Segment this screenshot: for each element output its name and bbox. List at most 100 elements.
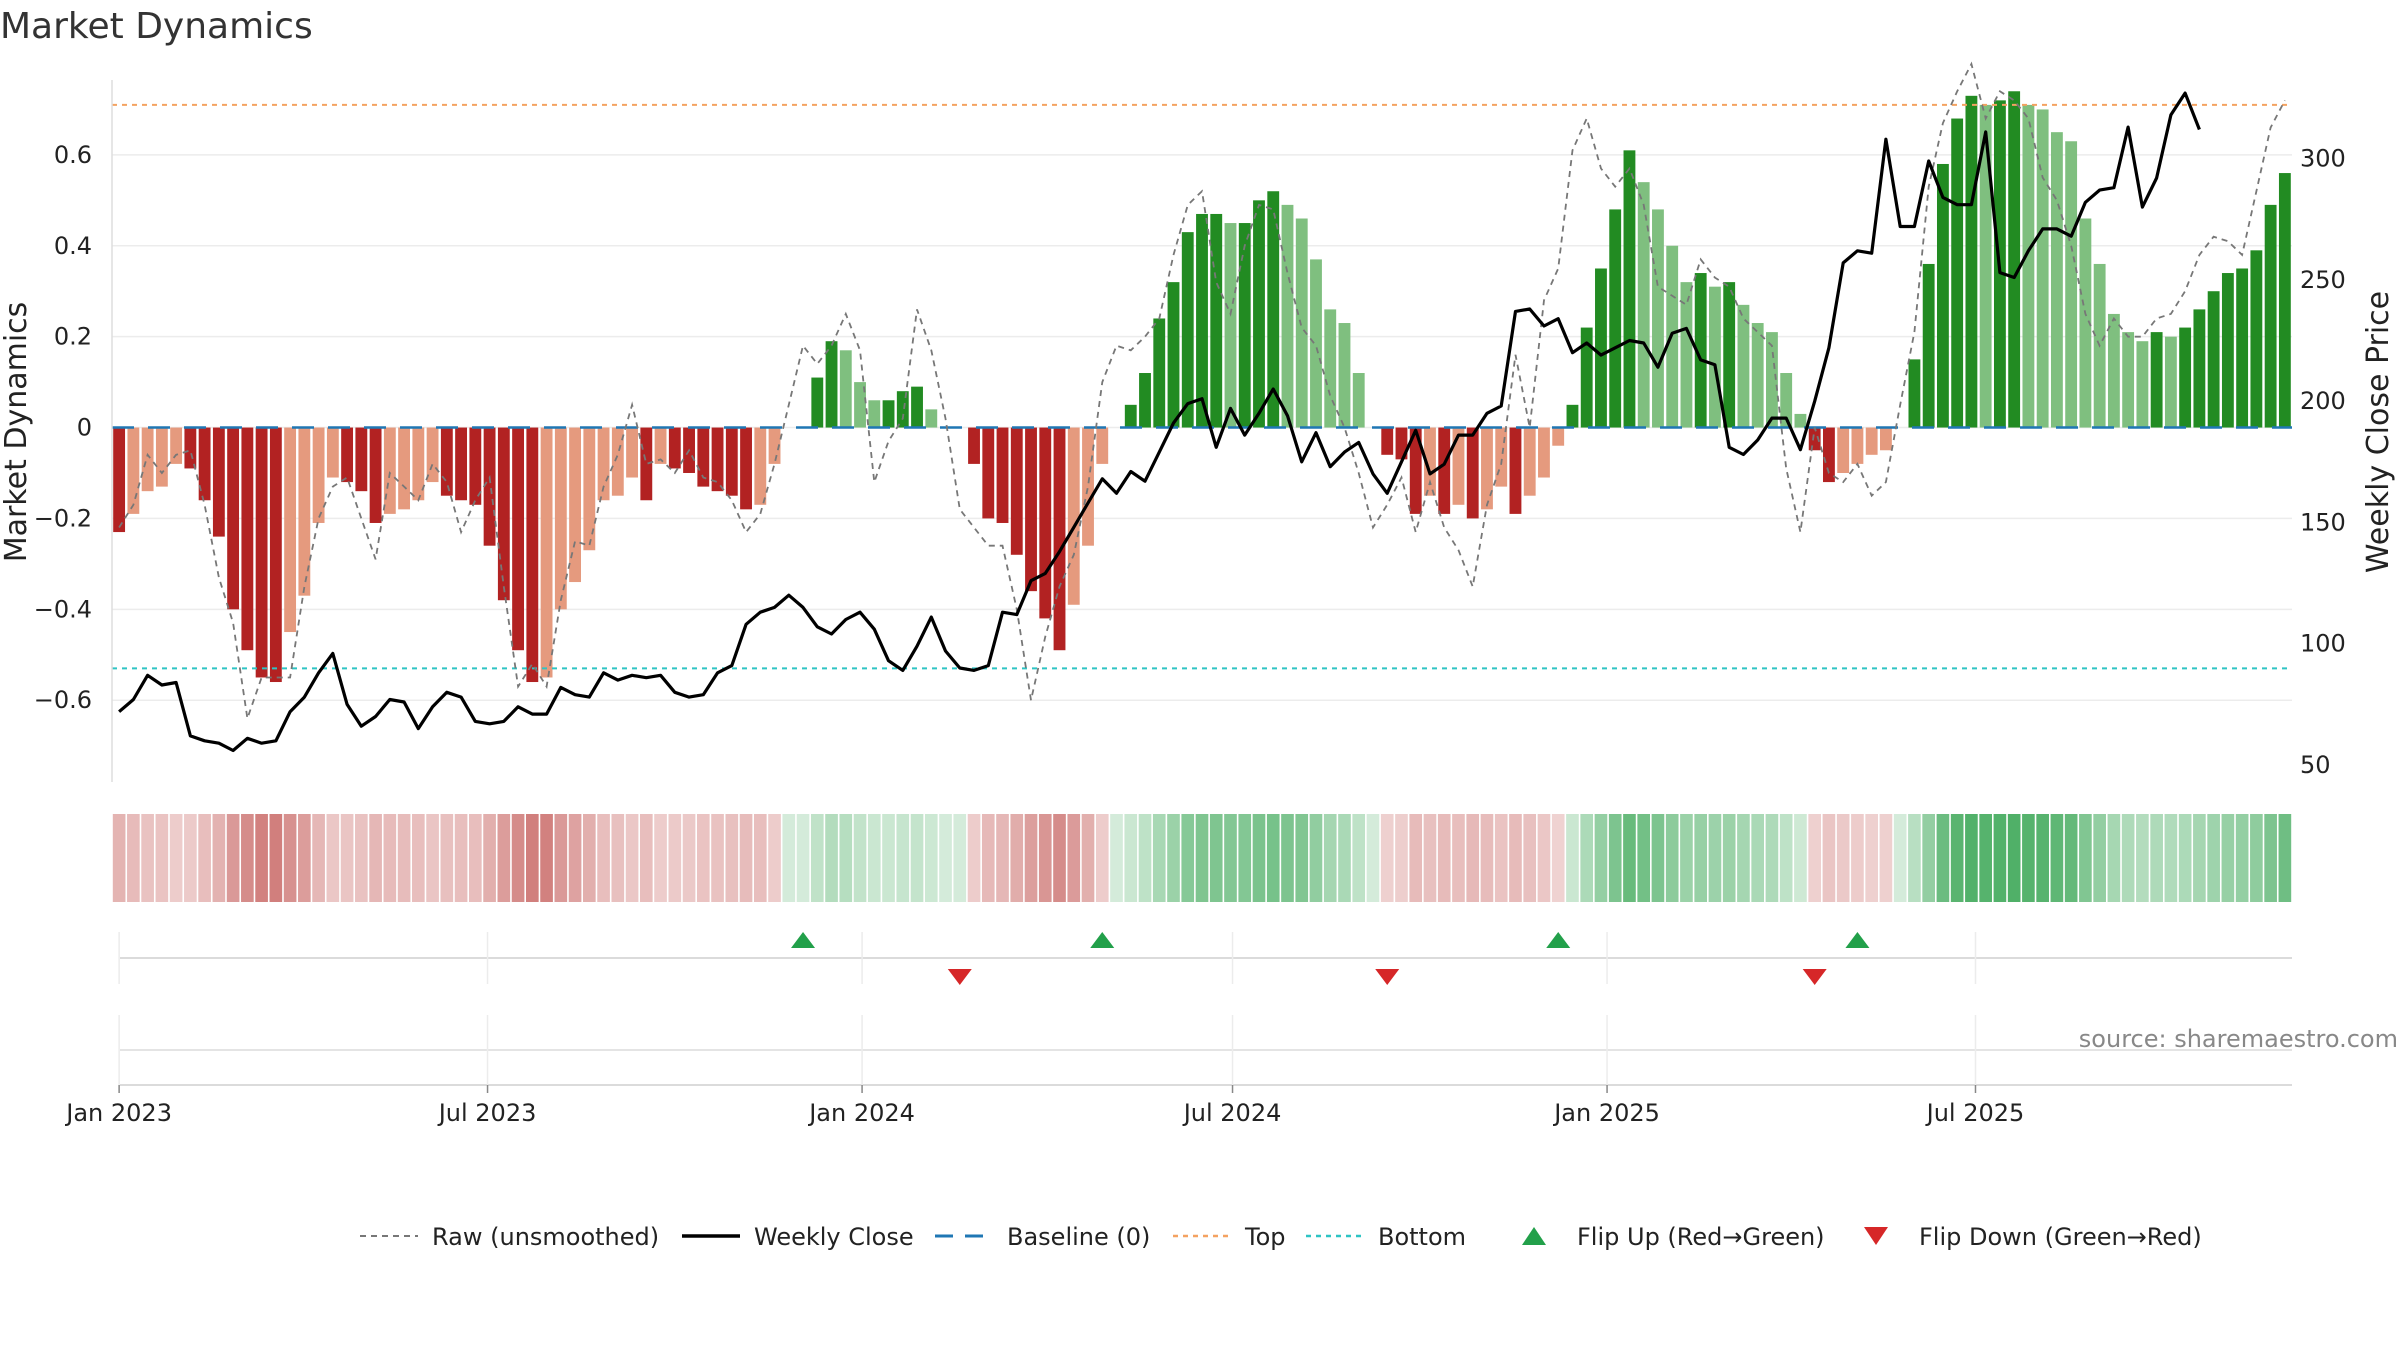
heat-cell: [967, 814, 981, 902]
heat-cell: [597, 814, 610, 902]
momentum-bar: [1609, 209, 1622, 428]
heat-cell: [611, 814, 625, 902]
heat-cell: [768, 814, 781, 902]
chart-title: Market Dynamics: [0, 6, 313, 47]
momentum-bar: [1879, 427, 1892, 451]
heat-cell: [996, 814, 1009, 902]
momentum-bar: [1837, 427, 1850, 473]
legend-label: Top: [1244, 1223, 1286, 1251]
heat-cell: [1494, 814, 1508, 902]
heat-cell: [1950, 814, 1964, 902]
momentum-bar: [654, 427, 667, 464]
y2-tick-label: 250: [2300, 266, 2346, 294]
momentum-bar: [2122, 332, 2135, 428]
source-note: source: sharemaestro.com: [2079, 1025, 2398, 1053]
momentum-bar: [1865, 427, 1878, 455]
momentum-bar: [341, 427, 354, 483]
momentum-bar: [440, 427, 453, 496]
series-lines: [118, 61, 2286, 753]
heat-cell: [2050, 814, 2064, 902]
heat-cell: [2164, 814, 2178, 902]
heat-cell: [1423, 814, 1437, 902]
momentum-bar: [697, 427, 710, 487]
heat-cell: [1295, 814, 1309, 902]
heat-cell: [2022, 814, 2035, 902]
momentum-bar: [184, 427, 197, 469]
heat-cell: [582, 814, 596, 902]
momentum-bar: [2250, 250, 2263, 428]
strength-heat-strip: [112, 814, 2292, 902]
momentum-bar: [198, 427, 211, 501]
heat-cell: [1808, 814, 1822, 902]
momentum-bar: [1766, 332, 1778, 428]
reference-lines: [112, 103, 2292, 670]
momentum-bar: [1010, 427, 1023, 555]
heat-cell: [853, 814, 867, 902]
heat-cell: [340, 814, 354, 902]
heat-cell: [511, 814, 525, 902]
flip-down-marker: [1375, 969, 1400, 985]
heat-cell: [1665, 814, 1679, 902]
heat-cell: [2193, 814, 2206, 902]
momentum-bar: [768, 427, 781, 464]
heat-cell: [1338, 814, 1351, 902]
legend-item-baseline: Baseline (0): [935, 1223, 1150, 1251]
heat-cell: [2064, 814, 2078, 902]
heat-cell: [169, 814, 183, 902]
momentum-bar: [2150, 332, 2163, 428]
momentum-bar: [1181, 232, 1194, 428]
momentum-bar: [1552, 427, 1565, 446]
momentum-bar: [227, 427, 240, 610]
axes: −0.6 −0.4 −0.2 0 0.2 0.4 0.6 50 100 150 200 250 300 J…: [34, 80, 2346, 1127]
momentum-bar: [1808, 427, 1821, 451]
x-tick-label: Jul 2025: [1925, 1099, 2025, 1127]
momentum-bar: [1709, 286, 1721, 428]
momentum-bar: [113, 427, 126, 533]
heat-cell: [1822, 814, 1836, 902]
momentum-bar: [597, 427, 610, 501]
heat-cell: [825, 814, 838, 902]
momentum-bar: [754, 427, 767, 505]
momentum-bar: [212, 427, 225, 537]
heat-cell: [625, 814, 639, 902]
heat-cell: [226, 814, 240, 902]
momentum-bar: [1324, 309, 1337, 428]
momentum-bar: [925, 409, 938, 428]
momentum-bar: [1509, 427, 1522, 514]
momentum-bar: [241, 427, 254, 651]
heat-cell: [2235, 814, 2249, 902]
heat-cell: [1181, 814, 1195, 902]
y-tick-label: −0.4: [34, 595, 92, 623]
heat-cell: [1038, 814, 1052, 902]
heat-cell: [1922, 814, 1935, 902]
heat-cell: [1580, 814, 1594, 902]
momentum-bar: [1395, 427, 1408, 460]
heat-cell: [739, 814, 753, 902]
heat-cell: [412, 814, 425, 902]
momentum-bar: [2264, 204, 2277, 428]
heat-cell: [1380, 814, 1394, 902]
momentum-bar: [1851, 427, 1864, 464]
x-tick-label: Jan 2023: [64, 1099, 172, 1127]
momentum-bar: [1238, 223, 1251, 428]
heat-cell: [1138, 814, 1152, 902]
heat-cell: [1680, 814, 1693, 902]
momentum-bar: [2278, 173, 2291, 428]
momentum-bar: [455, 427, 468, 501]
heat-cell: [867, 814, 881, 902]
heat-cell: [1480, 814, 1494, 902]
legend-item-top: Top: [1173, 1223, 1286, 1251]
y-axis-label: Market Dynamics: [0, 302, 34, 563]
momentum-bar: [1352, 373, 1365, 428]
momentum-bar: [1566, 404, 1579, 428]
heat-cell: [141, 814, 154, 902]
heat-cell: [1395, 814, 1408, 902]
momentum-bar: [1167, 282, 1180, 428]
heat-cell: [1765, 814, 1779, 902]
heat-cell: [1936, 814, 1950, 902]
x-tick-label: Jul 2024: [1182, 1099, 1282, 1127]
heat-cell: [1637, 814, 1651, 902]
heat-cell: [2207, 814, 2220, 902]
heat-cell: [298, 814, 311, 902]
y-tick-label: 0.4: [54, 232, 92, 260]
